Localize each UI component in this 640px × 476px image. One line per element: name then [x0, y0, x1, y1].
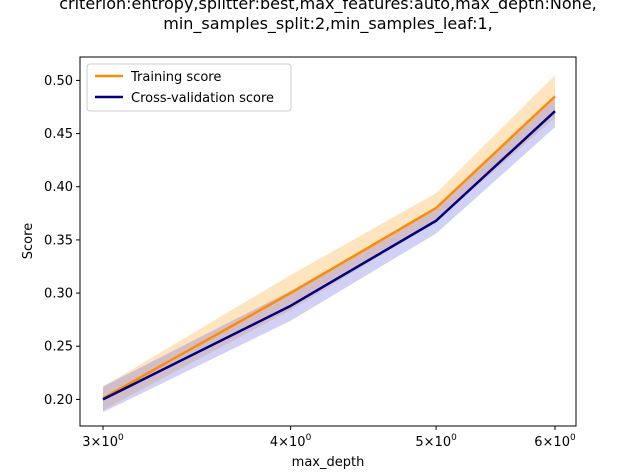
x-axis-ticks: 3×100 4×100 5×100 6×100	[82, 426, 576, 450]
chart-title-line-2: min_samples_split:2,min_samples_leaf:1,	[163, 14, 492, 34]
legend-label-training: Training score	[130, 70, 221, 85]
chart-title-line-1: criterion:entropy,splitter:best,max_feat…	[59, 0, 597, 14]
plot-frame	[79, 56, 577, 427]
confidence-band-1	[103, 95, 555, 413]
y-tick-label: 0.45	[44, 127, 73, 142]
x-axis-label: max_depth	[292, 455, 365, 470]
y-tick-label: 0.50	[44, 74, 73, 89]
series-lines	[102, 95, 556, 401]
x-tick-label: 4×100	[270, 433, 312, 450]
x-tick-label: 3×100	[82, 433, 124, 450]
y-axis-label: Score	[21, 223, 36, 259]
series-line-0	[102, 95, 556, 400]
y-tick-label: 0.35	[44, 233, 73, 248]
y-tick-label: 0.40	[44, 180, 73, 195]
y-tick-label: 0.30	[44, 287, 73, 302]
y-tick-label: 0.20	[44, 393, 73, 408]
confidence-band-0	[103, 75, 555, 411]
y-axis-ticks: 0.20 0.25 0.30 0.35 0.40 0.45 0.50	[44, 74, 80, 408]
x-tick-label: 6×100	[534, 433, 576, 450]
legend-box	[86, 63, 292, 112]
legend: Training score Cross-validation score	[86, 63, 292, 112]
series-line-1	[102, 110, 556, 401]
x-tick-label: 5×100	[415, 433, 457, 450]
y-tick-label: 0.25	[44, 340, 73, 355]
confidence-bands	[103, 75, 555, 413]
legend-label-cross-validation: Cross-validation score	[131, 91, 274, 106]
